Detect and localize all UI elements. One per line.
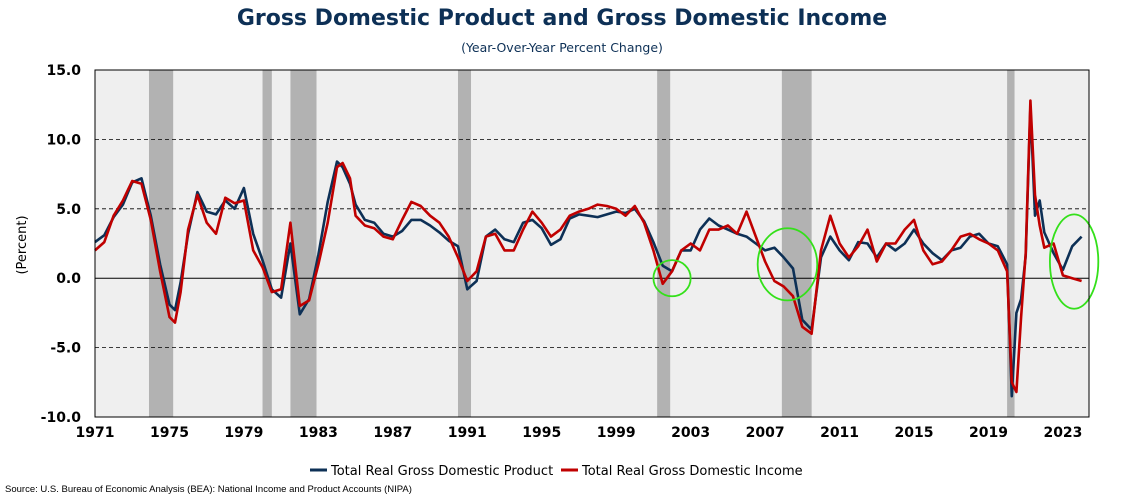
x-tick-label: 1987: [373, 425, 412, 441]
plot-area: [95, 70, 1089, 417]
x-tick-label: 1971: [76, 425, 115, 441]
x-tick-label: 1995: [522, 425, 561, 441]
recession-bands: [148, 70, 1015, 417]
legend: Total Real Gross Domestic Product Total R…: [310, 464, 803, 479]
highlight-circle: [756, 227, 819, 302]
plot-background: [95, 70, 1089, 417]
x-axis: 1971 1975 1979 1983 1987 1991 1995 1999 2003 2007…: [76, 425, 1083, 441]
plot-border: [94, 69, 1090, 418]
x-tick-label: 2015: [895, 425, 934, 441]
x-tick-label: 2023: [1043, 425, 1082, 441]
y-tick-label: -10.0: [41, 410, 82, 426]
x-tick-label: 1979: [224, 425, 263, 441]
recession-band: [457, 70, 472, 417]
x-tick-label: 2003: [671, 425, 710, 441]
y-axis: 15.0 10.0 5.0 0.0 -5.0 -10.0: [41, 63, 82, 426]
source-note: Source: U.S. Bureau of Economic Analysis…: [5, 484, 412, 495]
x-tick-label: 1975: [150, 425, 189, 441]
legend-label: Total Real Gross Domestic Income: [581, 464, 803, 479]
chart-title: Gross Domestic Product and Gross Domesti…: [236, 6, 888, 31]
legend-label: Total Real Gross Domestic Product: [330, 464, 553, 479]
highlight-circle: [652, 259, 692, 298]
x-tick-label: 1999: [597, 425, 636, 441]
highlight-circles: [652, 213, 1100, 310]
gdi-series-line: [94, 99, 1082, 394]
x-tick-label: 1991: [448, 425, 487, 441]
recession-band: [1007, 70, 1015, 417]
recession-band: [781, 70, 812, 417]
y-tick-label: -5.0: [50, 341, 81, 357]
y-tick-label: 0.0: [56, 271, 81, 287]
recession-band: [148, 70, 174, 417]
chart-subtitle: (Year-Over-Year Percent Change): [461, 40, 663, 55]
y-axis-label: (Percent): [15, 215, 30, 274]
recession-band: [657, 70, 671, 417]
recession-band: [262, 70, 272, 417]
series-lines: [94, 99, 1083, 398]
y-tick-label: 15.0: [46, 63, 81, 79]
gridlines: [95, 138, 1089, 349]
y-tick-label: 10.0: [46, 132, 81, 148]
line-chart: 15.0 10.0 5.0 0.0 -5.0 -10.0 1971 1975 1979 1983…: [15, 63, 1100, 479]
x-tick-label: 2007: [746, 425, 785, 441]
x-tick-label: 2011: [820, 425, 859, 441]
plot-frame: [94, 69, 1090, 418]
highlight-circle: [1049, 213, 1100, 310]
x-tick-label: 2019: [969, 425, 1008, 441]
x-tick-label: 1983: [299, 425, 338, 441]
recession-band: [290, 70, 317, 417]
y-tick-label: 5.0: [56, 202, 81, 218]
